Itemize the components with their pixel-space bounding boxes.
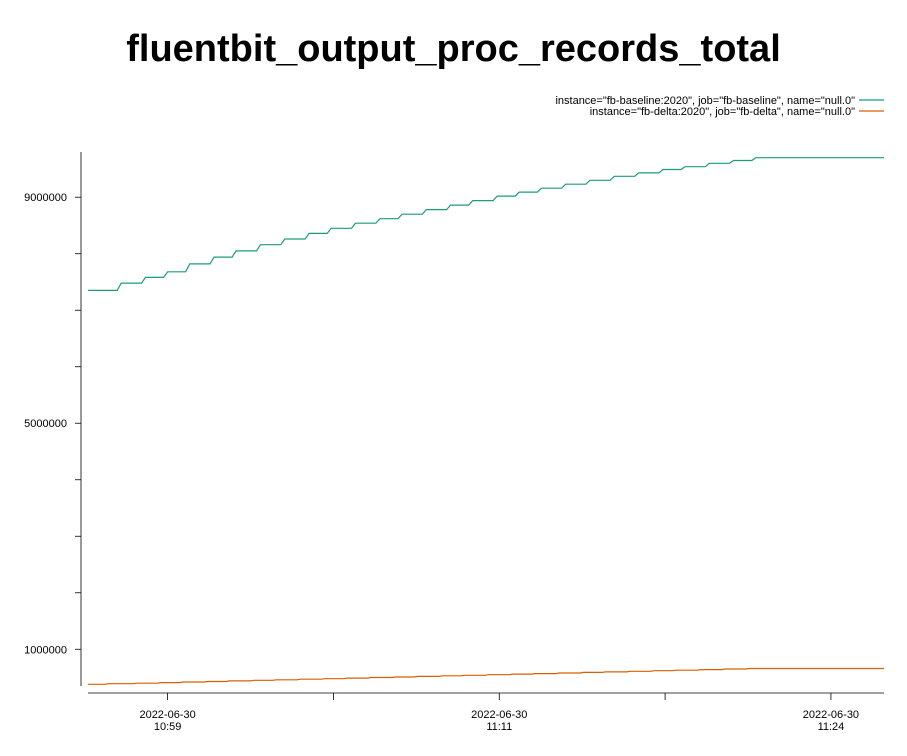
y-tick-label: 9000000 [24,192,67,204]
x-tick-date: 2022-06-30 [139,709,195,721]
legend: instance="fb-baseline:2020", job="fb-bas… [555,95,884,118]
x-tick-time: 11:11 [486,721,512,733]
legend-entry: instance="fb-delta:2020", job="fb-delta"… [590,106,855,118]
x-ticks: 2022-06-3010:592022-06-3011:112022-06-30… [139,693,859,733]
x-tick-time: 10:59 [154,721,182,733]
y-ticks: 1000000 5000000 9000000 [24,192,81,656]
y-tick-label: 1000000 [24,644,67,656]
chart-title: fluentbit_output_proc_records_total [126,28,781,70]
x-tick-date: 2022-06-30 [803,709,859,721]
x-tick-date: 2022-06-30 [471,709,527,721]
x-tick-time: 11:24 [818,721,845,733]
axes [80,152,884,694]
legend-entry: instance="fb-baseline:2020", job="fb-bas… [555,95,855,107]
series-lines [88,157,884,685]
y-tick-label: 5000000 [24,418,67,430]
series-line-0 [88,157,884,291]
series-line-1 [88,667,884,685]
